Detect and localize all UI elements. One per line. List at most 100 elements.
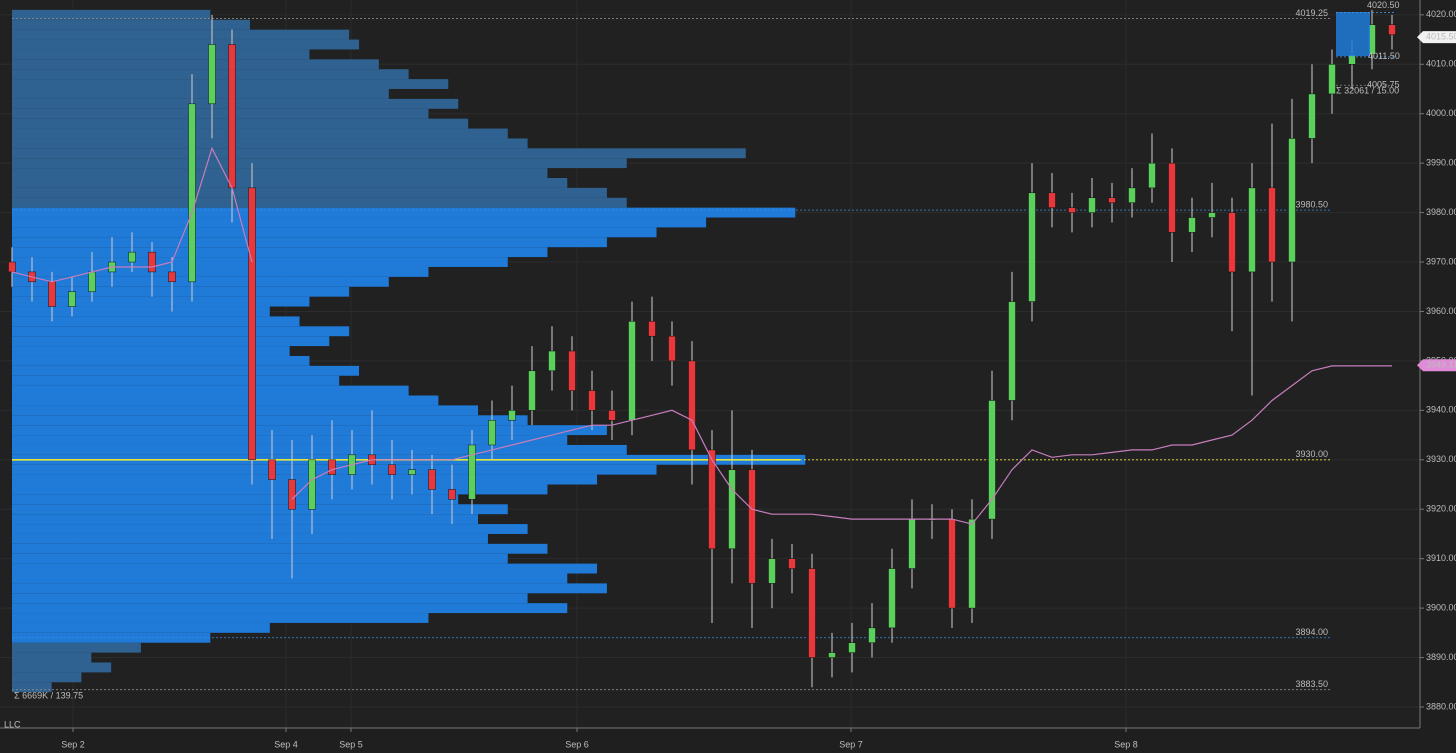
profile-bar [12,444,627,455]
x-tick-label: Sep 8 [1114,739,1138,749]
candle-body [1088,197,1096,213]
profile-bar [12,49,310,60]
candles [8,9,1396,688]
candle-body [428,469,436,490]
candle-body [768,558,776,584]
candle-body [648,321,656,337]
profile-bar [12,395,439,406]
session-label: 4020.50 [1367,0,1400,10]
profile-bar [12,415,528,426]
candle-body [1068,207,1076,213]
profile-bar [12,247,548,258]
candle-body [248,187,256,461]
candle-body [1248,187,1256,273]
profile-bar [12,474,598,485]
y-tick-label: 3910.00 [1426,553,1456,563]
candle-body [1208,212,1216,218]
candle-body [488,419,496,446]
profile-bar [12,316,300,327]
candle-body [828,652,836,658]
profile-bar [12,524,528,534]
profile-bar [12,583,607,594]
session-label: 4011.50 [1368,51,1400,61]
x-tick-label: Sep 4 [274,739,298,749]
profile-bar [12,375,340,386]
candle-body [948,518,956,609]
candle-body [528,370,536,411]
candle-body [888,568,896,629]
profile-bar [12,276,389,287]
profile-bar [12,326,350,337]
y-tick-label: 3880.00 [1426,701,1456,711]
candle-body [808,568,816,658]
profile-bar [12,227,657,238]
candle-body [188,103,196,283]
y-tick-label: 3970.00 [1426,256,1456,266]
candle-body [448,489,456,500]
candle-body [668,335,676,362]
profile-bar [12,494,459,505]
candle-body [1168,162,1176,233]
profile-bar [12,425,607,436]
profile-bar [12,187,607,198]
candle-body [628,321,636,421]
profile-summary: Σ 6669K / 139.75 [14,690,83,700]
profile-bar [12,622,270,633]
profile-bar [12,128,508,139]
profile-bar [12,355,310,366]
candle-body [8,261,16,273]
session-label: 4005.75 [1367,80,1400,90]
candle-body [988,400,996,520]
candle-body [1028,192,1036,302]
y-tick-label: 3980.00 [1426,207,1456,217]
price-tag-label: 3949.11 [1426,360,1456,370]
candle-body [848,642,856,653]
candle-body [1268,187,1276,263]
profile-bar [12,553,508,564]
price-tag-label: 4015.50 [1426,31,1456,41]
candle-body [268,459,276,480]
y-tick-label: 3940.00 [1426,405,1456,415]
y-tick-label: 3990.00 [1426,158,1456,168]
profile-bar [12,484,548,495]
profile-bar [12,266,429,277]
profile-bar [12,158,627,169]
candle-body [1148,162,1156,189]
profile-bar [12,514,479,525]
profile-bar [12,29,350,40]
y-tick-label: 4000.00 [1426,108,1456,118]
candle-body [308,459,316,510]
profile-bar [12,573,568,584]
profile-bar [12,533,488,544]
profile-bar [12,672,82,683]
y-tick-label: 3960.00 [1426,306,1456,316]
x-tick-label: Sep 6 [565,739,589,749]
candle-body [328,459,336,475]
session-profile [1336,12,1370,56]
price-tag [1417,31,1456,44]
profile-bar [12,405,479,416]
profile-bar [12,257,508,267]
x-tick-label: Sep 7 [839,739,863,749]
profile-bar [12,237,607,248]
candle-body [1228,212,1236,273]
candle-body [1308,93,1316,139]
candle-body [748,469,756,584]
profile-bar [12,19,250,30]
candle-body [408,469,416,475]
candle-body [608,410,616,421]
profile-bar [12,286,350,297]
candle-body [88,271,96,292]
profile-bar [12,207,796,218]
candle-body [288,479,296,510]
profile-bar [12,593,528,604]
profile-bar [12,138,528,149]
y-tick-label: 3920.00 [1426,504,1456,514]
profile-bar [12,613,429,623]
candle-body [208,44,216,105]
profile-bar [12,197,627,208]
profile-bar [12,385,409,396]
candle-body [688,360,696,451]
profile-bar [12,642,141,653]
candle-body [1328,64,1336,95]
